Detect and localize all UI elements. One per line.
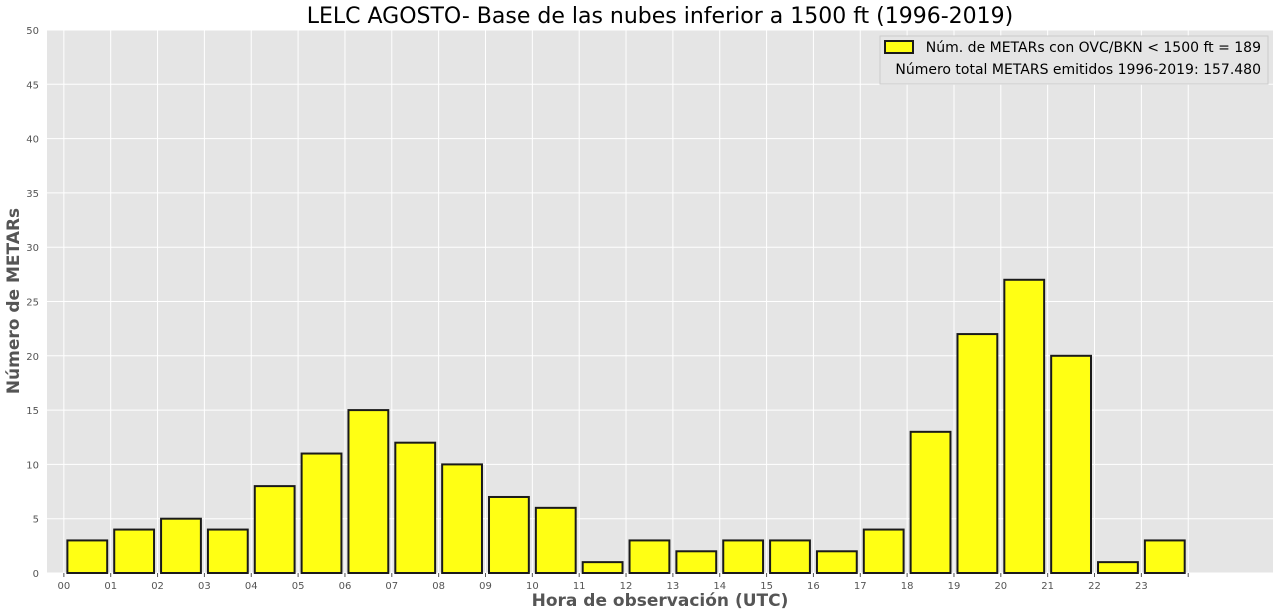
bar-01 — [113, 528, 156, 574]
y-tick-label: 50 — [26, 26, 39, 37]
bar-15 — [769, 539, 811, 574]
bar-14 — [722, 539, 765, 574]
legend-note: Número total METARS emitidos 1996-2019: … — [895, 62, 1261, 78]
bar-02 — [160, 517, 202, 575]
x-tick-label: 03 — [198, 581, 211, 592]
bar-17 — [862, 528, 905, 574]
x-tick-label: 05 — [292, 581, 305, 592]
y-tick-label: 25 — [26, 298, 39, 309]
y-tick-label: 20 — [26, 352, 39, 363]
bar-18 — [909, 430, 952, 574]
bar-10 — [534, 506, 577, 574]
bar-09 — [488, 495, 530, 575]
legend: Núm. de METARs con OVC/BKN < 1500 ft = 1… — [879, 35, 1269, 85]
y-tick-label: 40 — [26, 135, 39, 146]
bar-03 — [206, 528, 249, 574]
legend-box — [879, 35, 1269, 85]
bar-22 — [1097, 561, 1139, 575]
bar-19 — [956, 333, 999, 574]
x-tick-label: 23 — [1135, 581, 1148, 592]
grid-lines — [47, 29, 1273, 574]
legend-swatch — [884, 40, 914, 54]
bar-13 — [675, 550, 718, 575]
x-tick-label: 13 — [667, 581, 680, 592]
y-axis-label: Número de METARs — [4, 208, 24, 394]
y-tick-label: 45 — [26, 80, 39, 91]
y-tick-label: 30 — [26, 243, 39, 254]
bar-08 — [441, 463, 483, 574]
y-tick-label: 0 — [33, 569, 39, 580]
x-tick-label: 19 — [948, 581, 961, 592]
x-tick-label: 22 — [1088, 581, 1101, 592]
bar-12 — [628, 539, 671, 574]
x-tick-label: 18 — [901, 581, 914, 592]
bar-04 — [253, 485, 296, 574]
bar-05 — [300, 452, 343, 575]
y-tick-label: 15 — [26, 406, 39, 417]
x-tick-label: 12 — [620, 581, 633, 592]
bar-23 — [1143, 539, 1186, 574]
bar-07 — [394, 441, 437, 574]
y-tick-label: 35 — [26, 189, 39, 200]
bar-20 — [1003, 278, 1046, 574]
x-axis-label: Hora de observación (UTC) — [532, 591, 789, 611]
x-tick-label: 06 — [339, 581, 352, 592]
y-tick-label: 10 — [26, 460, 39, 471]
bar-21 — [1050, 354, 1092, 574]
bar-16 — [815, 550, 858, 575]
x-tick-label: 15 — [760, 581, 773, 592]
x-tick-label: 20 — [994, 581, 1007, 592]
x-tick-label: 14 — [713, 581, 726, 592]
x-tick-label: 02 — [151, 581, 164, 592]
x-tick-label: 00 — [57, 581, 70, 592]
bar-00 — [66, 539, 109, 574]
x-tick-label: 01 — [104, 581, 117, 592]
chart-title: LELC AGOSTO- Base de las nubes inferior … — [307, 4, 1014, 29]
x-tick-label: 17 — [854, 581, 867, 592]
x-axis-ticks: 00 01 02 03 04 05 06 07 08 09 10 11 12 13 14 15 16 17 18 19… — [57, 573, 1189, 592]
x-tick-label: 16 — [807, 581, 820, 592]
y-axis-ticks: 0 5 10 15 20 25 30 35 40 45 50 — [26, 26, 39, 580]
x-tick-label: 07 — [385, 581, 398, 592]
legend-series-label: Núm. de METARs con OVC/BKN < 1500 ft = 1… — [926, 40, 1261, 56]
x-tick-label: 21 — [1041, 581, 1054, 592]
x-tick-label: 10 — [526, 581, 539, 592]
y-tick-label: 5 — [33, 515, 39, 526]
bars — [66, 278, 1186, 575]
x-tick-label: 04 — [245, 581, 258, 592]
bar-06 — [347, 409, 390, 574]
x-tick-label: 08 — [432, 581, 445, 592]
x-tick-label: 09 — [479, 581, 492, 592]
bar-11 — [581, 561, 624, 575]
x-tick-label: 11 — [573, 581, 586, 592]
